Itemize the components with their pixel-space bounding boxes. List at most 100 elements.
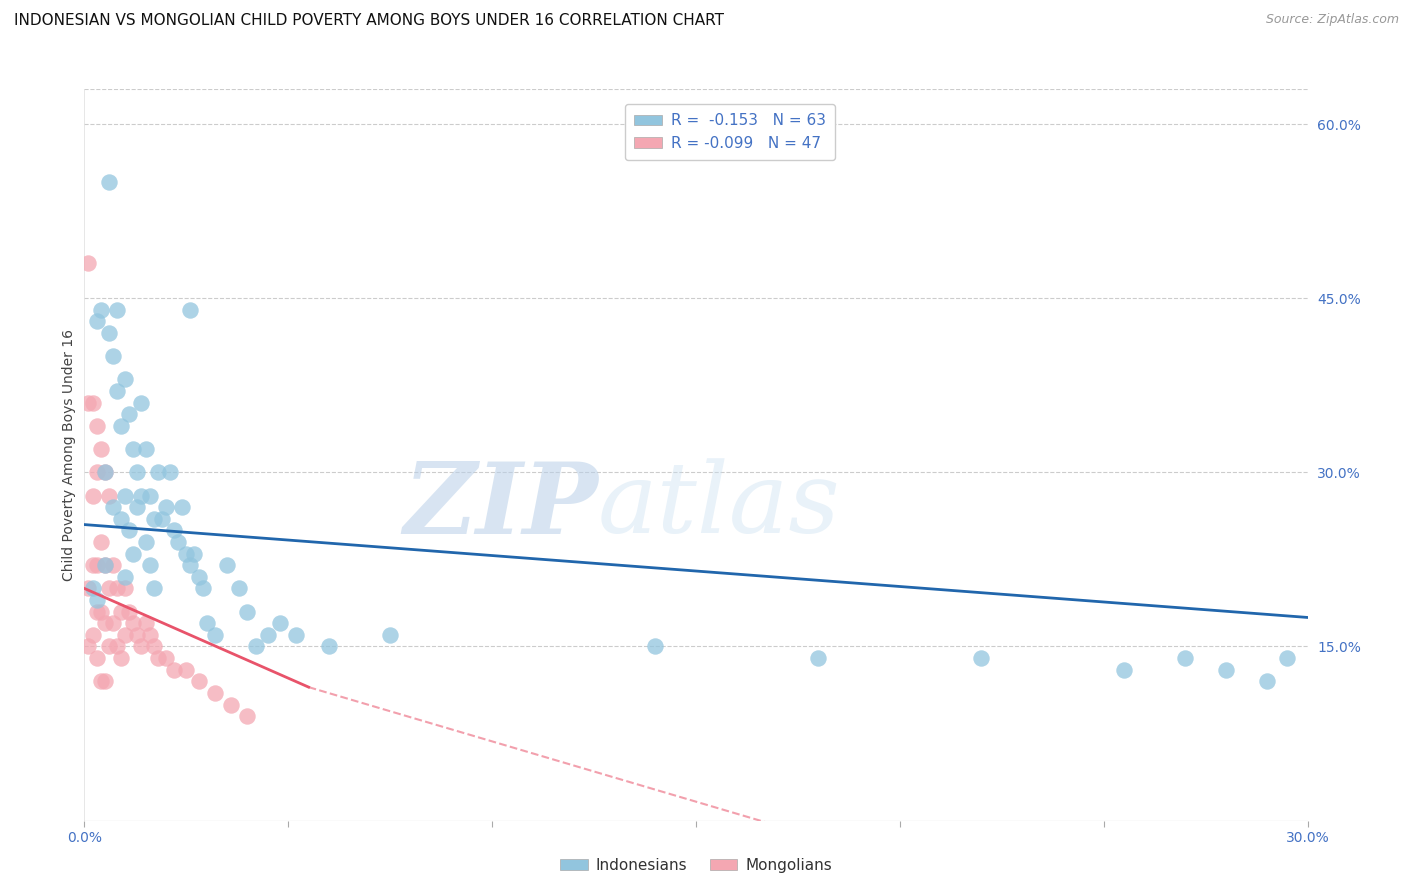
Point	[1277, 651, 1299, 665]
Point	[644, 640, 666, 654]
Point	[101, 558, 124, 573]
Point	[187, 674, 209, 689]
Point	[183, 547, 205, 561]
Point	[245, 640, 267, 654]
Point	[131, 395, 153, 409]
Point	[93, 558, 117, 573]
Point	[142, 512, 165, 526]
Point	[114, 489, 136, 503]
Point	[118, 605, 141, 619]
Point	[187, 570, 209, 584]
Point	[82, 582, 104, 596]
Point	[135, 616, 157, 631]
Text: Source: ZipAtlas.com: Source: ZipAtlas.com	[1265, 13, 1399, 27]
Point	[101, 349, 124, 363]
Point	[97, 175, 120, 189]
Point	[167, 535, 190, 549]
Point	[1174, 651, 1197, 665]
Point	[114, 582, 136, 596]
Point	[110, 605, 132, 619]
Point	[86, 651, 108, 665]
Point	[195, 616, 218, 631]
Point	[807, 651, 830, 665]
Point	[257, 628, 280, 642]
Y-axis label: Child Poverty Among Boys Under 16: Child Poverty Among Boys Under 16	[62, 329, 76, 581]
Point	[93, 674, 117, 689]
Point	[236, 605, 259, 619]
Point	[93, 466, 117, 480]
Point	[228, 582, 250, 596]
Point	[191, 582, 214, 596]
Point	[131, 489, 153, 503]
Point	[86, 418, 108, 433]
Point	[86, 466, 108, 480]
Point	[86, 314, 108, 328]
Point	[122, 547, 145, 561]
Point	[138, 628, 160, 642]
Point	[97, 326, 120, 340]
Point	[236, 709, 259, 723]
Point	[204, 686, 226, 700]
Point	[146, 651, 169, 665]
Point	[138, 558, 160, 573]
Point	[101, 616, 124, 631]
Point	[90, 605, 112, 619]
Point	[172, 500, 194, 515]
Point	[105, 384, 128, 398]
Point	[86, 605, 108, 619]
Point	[159, 466, 181, 480]
Point	[118, 407, 141, 421]
Point	[131, 640, 153, 654]
Point	[179, 558, 201, 573]
Point	[93, 616, 117, 631]
Point	[380, 628, 402, 642]
Point	[127, 500, 149, 515]
Point	[122, 616, 145, 631]
Point	[155, 500, 177, 515]
Point	[77, 256, 100, 270]
Point	[1215, 663, 1237, 677]
Point	[82, 628, 104, 642]
Point	[135, 535, 157, 549]
Point	[86, 558, 108, 573]
Point	[101, 500, 124, 515]
Point	[127, 628, 149, 642]
Text: atlas: atlas	[598, 458, 841, 554]
Point	[77, 582, 100, 596]
Point	[105, 302, 128, 317]
Point	[114, 628, 136, 642]
Point	[82, 395, 104, 409]
Point	[122, 442, 145, 456]
Text: ZIP: ZIP	[404, 458, 598, 554]
Point	[176, 663, 198, 677]
Point	[90, 442, 112, 456]
Point	[163, 663, 186, 677]
Point	[1114, 663, 1136, 677]
Point	[105, 582, 128, 596]
Point	[285, 628, 308, 642]
Point	[142, 582, 165, 596]
Point	[82, 558, 104, 573]
Point	[77, 640, 100, 654]
Point	[105, 640, 128, 654]
Point	[110, 418, 132, 433]
Point	[135, 442, 157, 456]
Text: INDONESIAN VS MONGOLIAN CHILD POVERTY AMONG BOYS UNDER 16 CORRELATION CHART: INDONESIAN VS MONGOLIAN CHILD POVERTY AM…	[14, 13, 724, 29]
Point	[146, 466, 169, 480]
Point	[176, 547, 198, 561]
Point	[1256, 674, 1278, 689]
Point	[114, 570, 136, 584]
Point	[219, 698, 242, 712]
Point	[142, 640, 165, 654]
Point	[90, 674, 112, 689]
Point	[114, 372, 136, 386]
Point	[110, 512, 132, 526]
Point	[318, 640, 340, 654]
Point	[179, 302, 201, 317]
Point	[150, 512, 173, 526]
Legend: Indonesians, Mongolians: Indonesians, Mongolians	[554, 852, 838, 879]
Point	[138, 489, 160, 503]
Point	[82, 489, 104, 503]
Point	[155, 651, 177, 665]
Point	[77, 395, 100, 409]
